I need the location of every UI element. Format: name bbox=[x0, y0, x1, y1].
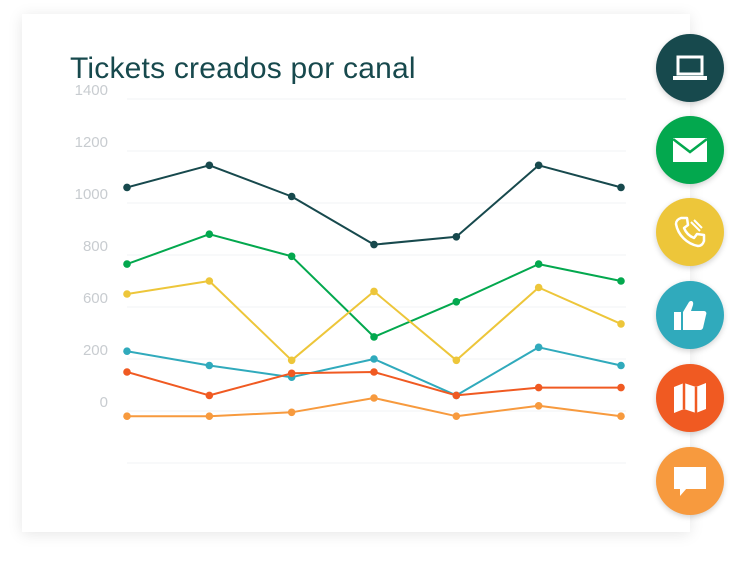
data-point bbox=[452, 412, 461, 421]
data-point bbox=[534, 161, 543, 170]
data-point bbox=[123, 412, 131, 421]
data-point bbox=[205, 161, 214, 170]
data-point bbox=[452, 233, 461, 241]
data-point bbox=[370, 240, 378, 249]
thumbs-up-icon bbox=[671, 297, 709, 333]
data-point bbox=[205, 412, 214, 421]
envelope-icon bbox=[671, 136, 709, 164]
channel-thumbs-up-badge[interactable] bbox=[656, 281, 724, 349]
y-tick-label: 1200 bbox=[75, 134, 108, 151]
data-point bbox=[534, 402, 543, 410]
data-point bbox=[452, 298, 461, 306]
data-point bbox=[123, 368, 131, 376]
data-point bbox=[287, 252, 296, 261]
data-point bbox=[205, 361, 214, 370]
data-point bbox=[287, 369, 296, 378]
channel-laptop-badge[interactable] bbox=[656, 34, 724, 102]
data-point bbox=[534, 283, 543, 292]
phone-icon bbox=[672, 214, 708, 250]
data-point bbox=[287, 408, 296, 417]
data-point bbox=[205, 230, 214, 238]
channel-chat-bubble-badge[interactable] bbox=[656, 447, 724, 515]
data-point bbox=[123, 290, 131, 298]
data-point bbox=[123, 260, 131, 268]
data-point bbox=[617, 383, 625, 392]
channel-map-badge[interactable] bbox=[656, 364, 724, 432]
data-point bbox=[370, 394, 378, 402]
data-point bbox=[123, 347, 131, 356]
data-point bbox=[617, 412, 625, 421]
data-point bbox=[123, 183, 131, 192]
data-point bbox=[617, 277, 625, 285]
data-point bbox=[617, 320, 625, 328]
data-point bbox=[287, 192, 296, 201]
data-point bbox=[205, 391, 214, 400]
y-tick-label: 1000 bbox=[75, 186, 108, 203]
y-tick-label: 1400 bbox=[75, 82, 108, 99]
data-point bbox=[452, 356, 461, 365]
map-icon bbox=[671, 380, 709, 416]
data-point bbox=[617, 361, 625, 370]
data-point bbox=[287, 356, 296, 365]
data-point bbox=[534, 260, 543, 268]
data-point bbox=[205, 277, 214, 285]
chat-bubble-icon bbox=[671, 464, 709, 498]
data-point bbox=[370, 333, 378, 341]
series-line-2 bbox=[126, 233, 622, 338]
laptop-icon bbox=[670, 52, 710, 84]
y-tick-label: 600 bbox=[83, 290, 108, 307]
data-point bbox=[370, 355, 378, 363]
data-point bbox=[534, 343, 543, 352]
y-tick-label: 200 bbox=[83, 342, 108, 359]
data-point bbox=[370, 287, 378, 296]
y-tick-label: 0 bbox=[100, 394, 108, 411]
channel-phone-badge[interactable] bbox=[656, 198, 724, 266]
series-line-1 bbox=[126, 164, 622, 246]
data-point bbox=[534, 383, 543, 392]
channel-envelope-badge[interactable] bbox=[656, 116, 724, 184]
data-point bbox=[617, 183, 625, 192]
y-tick-label: 800 bbox=[83, 238, 108, 255]
chart-title: Tickets creados por canal bbox=[70, 52, 416, 85]
data-point bbox=[370, 368, 378, 376]
data-point bbox=[452, 391, 461, 400]
